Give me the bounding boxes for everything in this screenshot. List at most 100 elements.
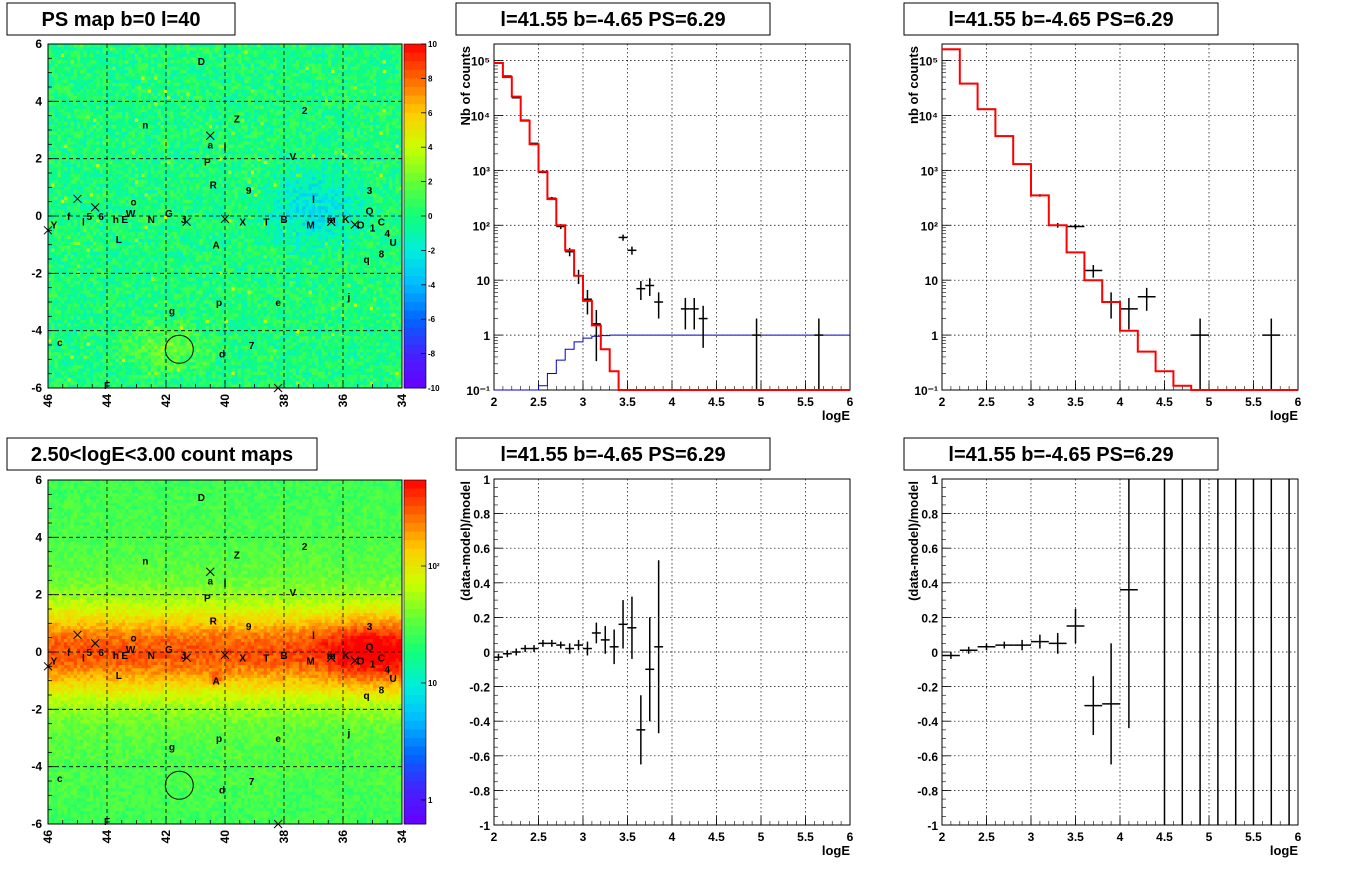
- heatmap-cell: [134, 115, 139, 120]
- heatmap-cell: [76, 212, 81, 217]
- heatmap-cell: [93, 56, 97, 61]
- heatmap-cell: [105, 300, 110, 305]
- heatmap-cell: [51, 89, 55, 94]
- heatmap-cell: [64, 235, 68, 240]
- heatmap-cell: [167, 50, 171, 55]
- heatmap-cell: [70, 66, 75, 71]
- heatmap-cell: [150, 241, 155, 246]
- heatmap-cell: [67, 245, 71, 249]
- heatmap-cell: [122, 274, 126, 279]
- heatmap-cell: [128, 199, 133, 204]
- heatmap-cell: [192, 167, 197, 171]
- heatmap-cell: [102, 355, 107, 360]
- heatmap-cell: [57, 160, 62, 165]
- heatmap-cell: [147, 63, 152, 68]
- heatmap-cell: [99, 336, 104, 340]
- heatmap-cell: [93, 203, 97, 207]
- heatmap-cell: [115, 284, 120, 288]
- heatmap-cell: [150, 316, 155, 321]
- heatmap-cell: [112, 63, 116, 68]
- heatmap-cell: [144, 180, 149, 184]
- heatmap-cell: [80, 134, 84, 139]
- heatmap-cell: [167, 173, 171, 178]
- heatmap-cell: [115, 203, 120, 207]
- heatmap-cell: [76, 280, 81, 285]
- heatmap-cell: [93, 365, 97, 369]
- heatmap-cell: [125, 69, 129, 74]
- heatmap-cell: [109, 56, 113, 61]
- heatmap-cell: [138, 274, 142, 279]
- heatmap-cell: [167, 199, 171, 204]
- heatmap-cell: [86, 329, 91, 334]
- heatmap-cell: [115, 50, 120, 55]
- heatmap-cell: [157, 241, 162, 246]
- heatmap-cell: [76, 108, 81, 113]
- heatmap-cell: [105, 73, 110, 77]
- heatmap-cell: [141, 251, 145, 256]
- heatmap-cell: [192, 147, 197, 152]
- heatmap-cell: [102, 177, 107, 181]
- heatmap-cell: [48, 261, 52, 266]
- heatmap-cell: [150, 138, 155, 142]
- heatmap-cell: [96, 355, 100, 360]
- heatmap-cell: [150, 157, 155, 162]
- heatmap-cell: [173, 287, 178, 292]
- heatmap-cell: [150, 329, 155, 334]
- heatmap-cell: [118, 293, 123, 298]
- heatmap-cell: [86, 300, 91, 305]
- heatmap-cell: [141, 186, 145, 191]
- heatmap-cell: [179, 53, 184, 58]
- heatmap-cell: [131, 177, 136, 181]
- heatmap-cell: [76, 267, 81, 272]
- heatmap-cell: [150, 141, 155, 146]
- heatmap-cell: [64, 53, 68, 58]
- heatmap-cell: [157, 203, 162, 207]
- heatmap-cell: [93, 121, 97, 126]
- heatmap-cell: [183, 251, 187, 256]
- heatmap-cell: [109, 235, 113, 240]
- heatmap-cell: [96, 238, 100, 243]
- heatmap-cell: [109, 339, 113, 343]
- heatmap-cell: [93, 300, 97, 305]
- heatmap-cell: [118, 115, 123, 120]
- heatmap-cell: [89, 196, 94, 201]
- heatmap-cell: [147, 167, 152, 171]
- heatmap-cell: [147, 280, 152, 285]
- heatmap-cell: [134, 310, 139, 314]
- heatmap-cell: [102, 115, 107, 120]
- heatmap-cell: [167, 69, 171, 74]
- heatmap-cell: [173, 368, 178, 373]
- heatmap-cell: [150, 251, 155, 256]
- heatmap-cell: [118, 267, 123, 272]
- heatmap-cell: [173, 66, 178, 71]
- heatmap-cell: [147, 293, 152, 298]
- heatmap-cell: [112, 306, 116, 311]
- heatmap-cell: [96, 378, 100, 382]
- heatmap-cell: [154, 384, 158, 389]
- heatmap-cell: [70, 378, 75, 382]
- heatmap-cell: [134, 128, 139, 133]
- heatmap-cell: [141, 147, 145, 152]
- heatmap-cell: [154, 235, 158, 240]
- heatmap-cell: [144, 352, 149, 356]
- heatmap-cell: [141, 121, 145, 126]
- heatmap-cell: [54, 193, 59, 197]
- heatmap-cell: [54, 134, 59, 139]
- heatmap-cell: [76, 245, 81, 249]
- heatmap-cell: [122, 47, 126, 51]
- heatmap-cell: [144, 82, 149, 87]
- heatmap-cell: [86, 190, 91, 194]
- heatmap-cell: [179, 199, 184, 204]
- heatmap-cell: [154, 131, 158, 136]
- heatmap-cell: [192, 258, 197, 262]
- heatmap-cell: [122, 384, 126, 389]
- heatmap-cell: [76, 293, 81, 298]
- heatmap-cell: [118, 125, 123, 129]
- heatmap-cell: [73, 381, 78, 386]
- heatmap-cell: [128, 128, 133, 133]
- heatmap-cell: [102, 222, 107, 227]
- heatmap-cell: [80, 254, 84, 259]
- heatmap-cell: [115, 375, 120, 379]
- heatmap-cell: [67, 138, 71, 142]
- heatmap-cell: [115, 121, 120, 126]
